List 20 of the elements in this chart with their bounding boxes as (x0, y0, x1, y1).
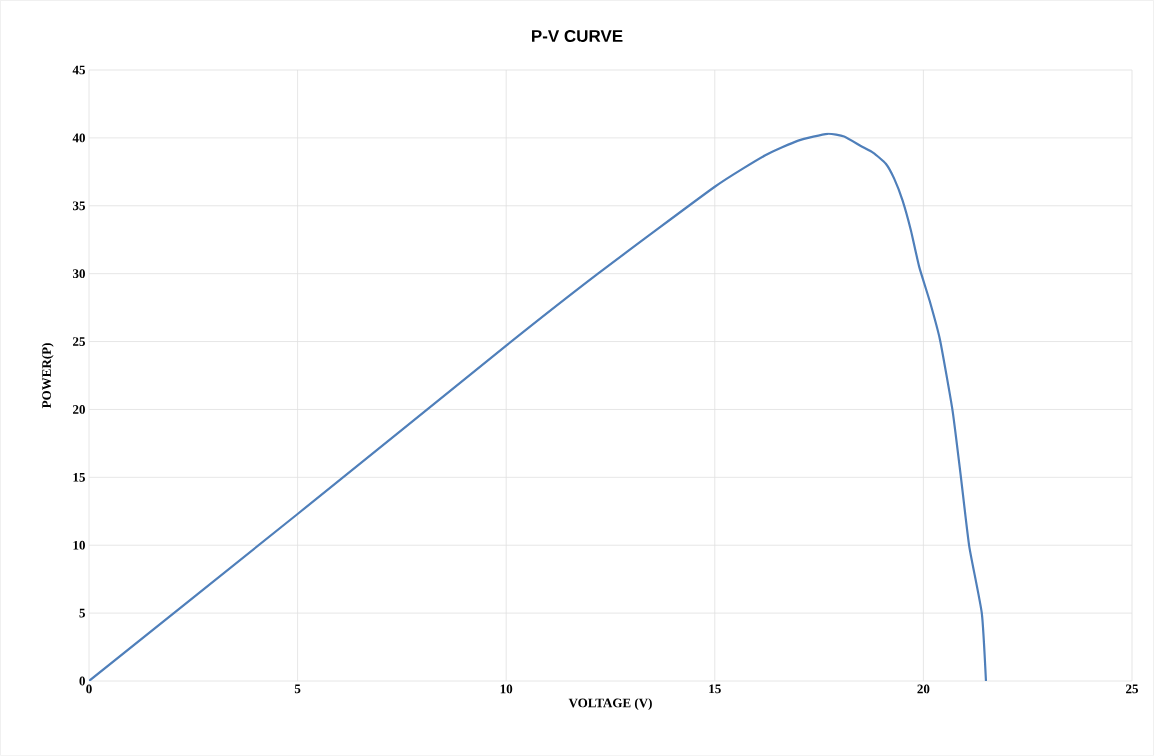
y-tick-label: 0 (79, 676, 85, 686)
y-tick-label: 30 (72, 269, 85, 279)
y-tick-label: 10 (73, 540, 85, 550)
x-tick-label: 5 (294, 684, 301, 694)
x-tick-label: 0 (86, 684, 92, 694)
x-tick-label: 25 (1126, 684, 1139, 694)
x-axis-title: VOLTAGE (V) (568, 698, 652, 710)
y-tick-label: 45 (72, 65, 85, 75)
x-tick-label: 15 (709, 684, 721, 694)
y-tick-label: 25 (73, 337, 85, 346)
y-tick-label: 35 (72, 201, 85, 211)
y-tick-label: 5 (79, 608, 85, 618)
line-series (89, 132, 988, 681)
y-tick-label: 40 (72, 133, 85, 143)
chart-title: P-V CURVE (532, 29, 623, 43)
y-axis-title: POWER(P) (41, 343, 54, 409)
x-tick-label: 20 (917, 684, 930, 694)
y-tick-label: 15 (73, 472, 85, 482)
x-tick-label: 10 (500, 684, 513, 694)
y-tick-label: 20 (73, 405, 85, 414)
